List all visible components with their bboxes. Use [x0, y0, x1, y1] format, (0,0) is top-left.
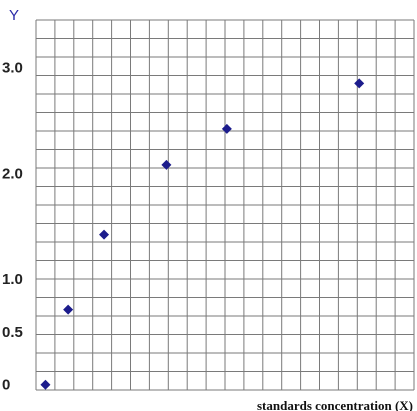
y-tick-label: 3.0 [2, 60, 23, 77]
y-tick-label: 0.5 [2, 324, 23, 341]
data-point [63, 304, 74, 315]
data-points [40, 78, 365, 390]
data-point [40, 379, 51, 390]
data-point [354, 78, 365, 89]
y-axis-label: Y [9, 7, 19, 24]
y-tick-label: 2.0 [2, 165, 23, 182]
grid [35, 19, 415, 391]
data-point [221, 123, 232, 134]
y-tick-label: 1.0 [2, 271, 23, 288]
data-point [161, 159, 172, 170]
x-axis-label: standards concentration (X) [257, 398, 413, 411]
y-tick-label: 0 [2, 377, 10, 394]
y-tick-labels: 0 0.5 1.0 2.0 3.0 [2, 60, 23, 394]
data-point [99, 229, 110, 240]
